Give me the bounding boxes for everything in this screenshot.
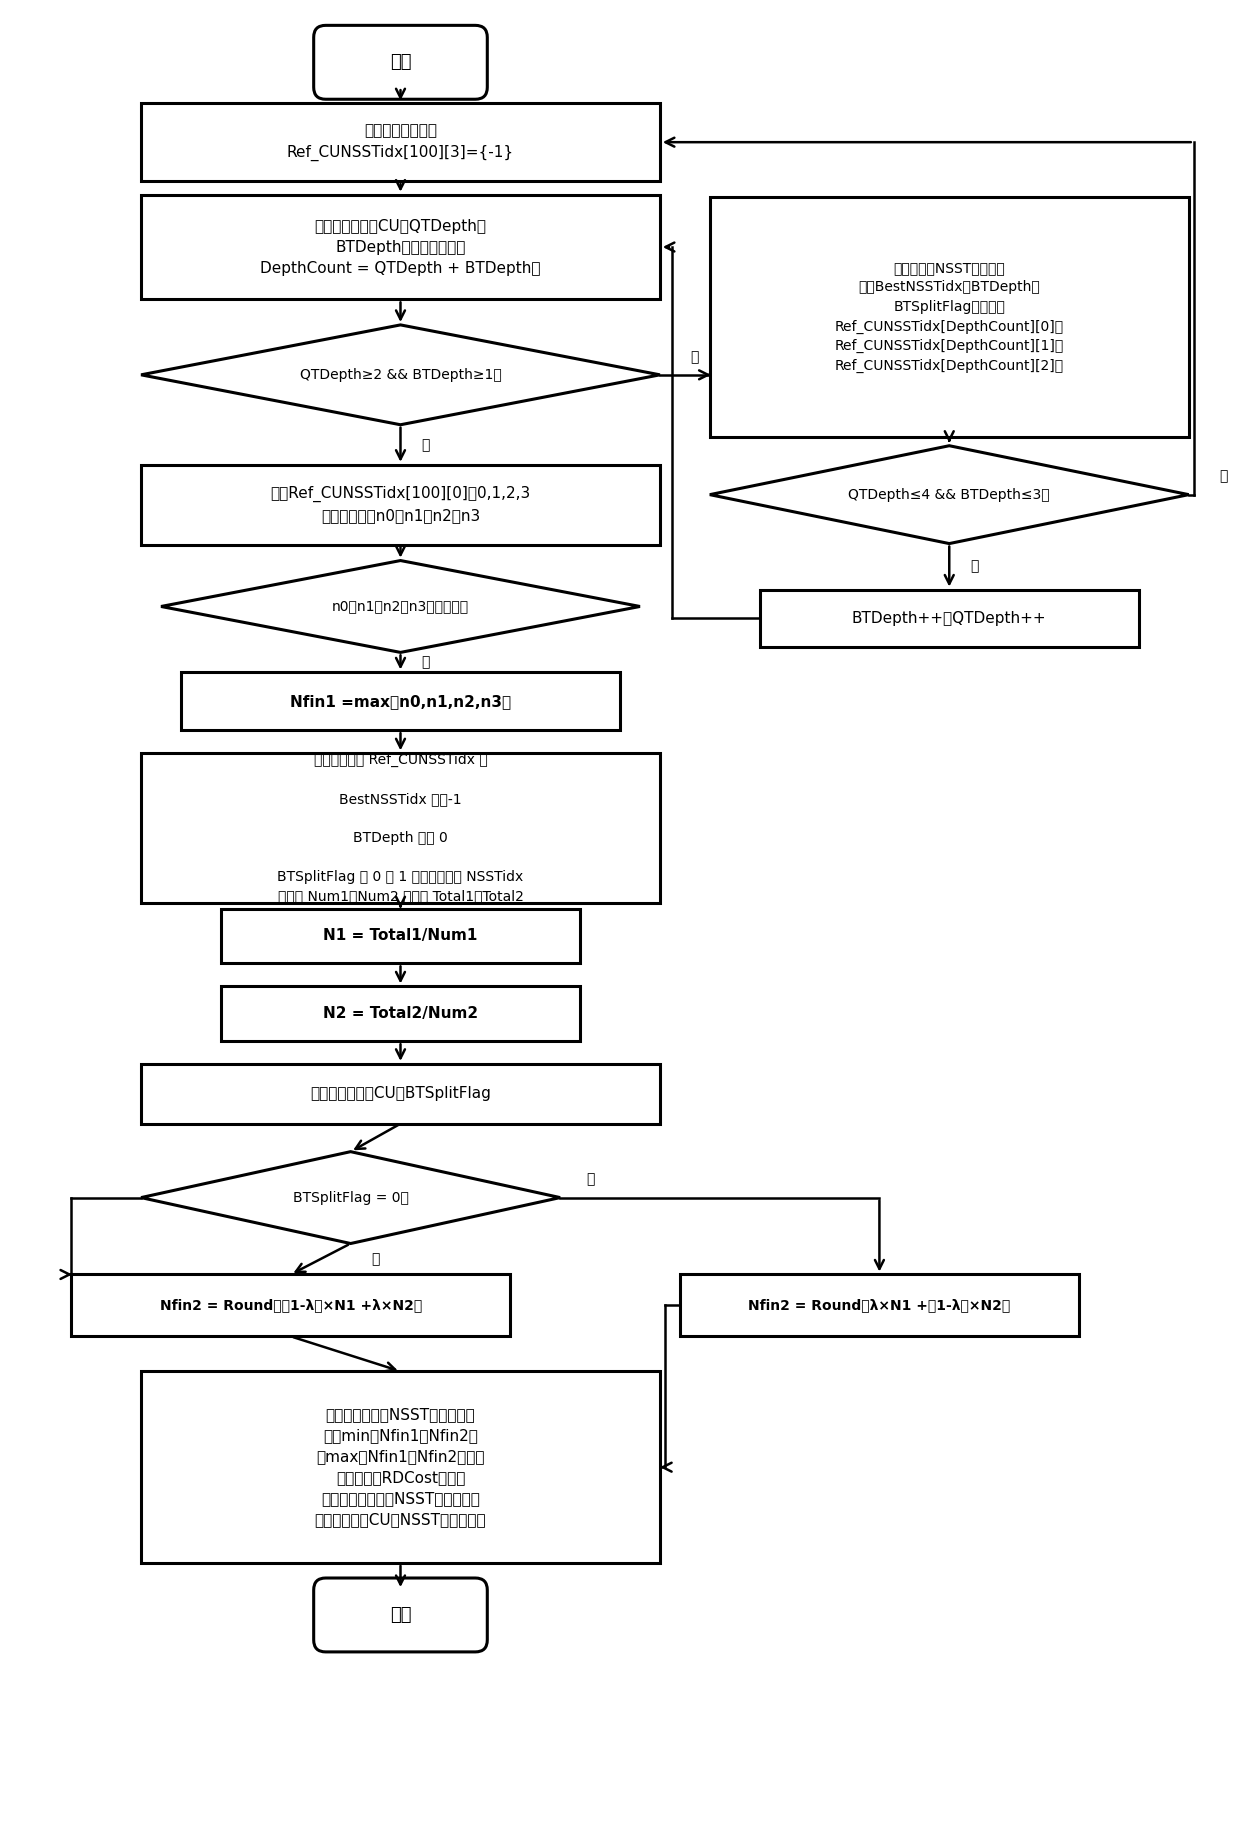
- Text: 是: 是: [422, 438, 429, 452]
- FancyBboxPatch shape: [181, 672, 620, 731]
- FancyBboxPatch shape: [314, 26, 487, 100]
- Text: BTSplitFlag = 0？: BTSplitFlag = 0？: [293, 1191, 408, 1205]
- Text: QTDepth≤4 && BTDepth≤3？: QTDepth≤4 && BTDepth≤3？: [848, 487, 1050, 502]
- Text: QTDepth≥2 && BTDepth≥1？: QTDepth≥2 && BTDepth≥1？: [300, 367, 501, 382]
- Text: Nfin2 = Round（λ×N1 +（1-λ）×N2）: Nfin2 = Round（λ×N1 +（1-λ）×N2）: [748, 1298, 1011, 1313]
- Text: 否: 否: [585, 1172, 594, 1187]
- FancyBboxPatch shape: [141, 1063, 660, 1124]
- FancyBboxPatch shape: [221, 986, 580, 1041]
- FancyBboxPatch shape: [221, 908, 580, 964]
- FancyBboxPatch shape: [141, 465, 660, 545]
- Text: 否: 否: [1219, 469, 1228, 484]
- FancyBboxPatch shape: [709, 198, 1189, 438]
- FancyBboxPatch shape: [141, 753, 660, 903]
- Text: 统计Ref_CUNSSTidx[100][0]中0,1,2,3
的个数分别为n0，n1，n2，n3: 统计Ref_CUNSSTidx[100][0]中0,1,2,3 的个数分别为n0…: [270, 485, 531, 522]
- Text: 获取当前深度下CU的QTDepth和
BTDepth，定义深度序号
DepthCount = QTDepth + BTDepth，: 获取当前深度下CU的QTDepth和 BTDepth，定义深度序号 DepthC…: [260, 218, 541, 275]
- Text: BTDepth++或QTDepth++: BTDepth++或QTDepth++: [852, 611, 1047, 626]
- Polygon shape: [141, 325, 660, 425]
- FancyBboxPatch shape: [314, 1578, 487, 1652]
- FancyBboxPatch shape: [760, 589, 1138, 648]
- Text: 获取当前深度下CU的BTSplitFlag: 获取当前深度下CU的BTSplitFlag: [310, 1085, 491, 1102]
- Text: 进行完整的NSST索引循环
获取BestNSSTidx、BTDepth、
BTSplitFlag依次存入
Ref_CUNSSTidx[DepthCount][0: 进行完整的NSST索引循环 获取BestNSSTidx、BTDepth、 BTS…: [835, 260, 1064, 373]
- Polygon shape: [709, 445, 1189, 543]
- Text: Nfin2 = Round（（1-λ）×N1 +λ×N2）: Nfin2 = Round（（1-λ）×N1 +λ×N2）: [160, 1298, 422, 1313]
- Text: 进入当前深度的NSST索引循环，
执行min（Nfin1，Nfin2）
和max（Nfin1，Nfin2）两个
索引値下的RDCost运算，
跳过其余索引値的N: 进入当前深度的NSST索引循环， 执行min（Nfin1，Nfin2） 和max…: [315, 1407, 486, 1527]
- FancyBboxPatch shape: [141, 194, 660, 299]
- Text: N1 = Total1/Num1: N1 = Total1/Num1: [324, 929, 477, 943]
- FancyBboxPatch shape: [680, 1274, 1079, 1337]
- Polygon shape: [161, 561, 640, 652]
- Text: 结束: 结束: [389, 1606, 412, 1624]
- Text: 定义并初始化数组
Ref_CUNSSTidx[100][3]={-1}: 定义并初始化数组 Ref_CUNSSTidx[100][3]={-1}: [286, 124, 515, 161]
- Text: n0、n1、n2、n3互不相等？: n0、n1、n2、n3互不相等？: [332, 600, 469, 613]
- Text: 是: 是: [970, 559, 978, 574]
- FancyBboxPatch shape: [141, 1372, 660, 1564]
- FancyBboxPatch shape: [71, 1274, 510, 1337]
- Text: N2 = Total2/Num2: N2 = Total2/Num2: [322, 1006, 479, 1021]
- FancyBboxPatch shape: [141, 103, 660, 181]
- Text: 开始: 开始: [389, 54, 412, 72]
- Polygon shape: [141, 1152, 560, 1244]
- Text: 否: 否: [691, 351, 699, 364]
- Text: Nfin1 =max（n0,n1,n2,n3）: Nfin1 =max（n0,n1,n2,n3）: [290, 694, 511, 709]
- Text: 分别统计数组 Ref_CUNSSTidx 中

BestNSSTidx 不为-1

BTDepth 不为 0

BTSplitFlag 为 0 和 1 所在行对: 分别统计数组 Ref_CUNSSTidx 中 BestNSSTidx 不为-1 …: [278, 753, 523, 903]
- Text: 是: 是: [422, 655, 429, 670]
- Text: 是: 是: [371, 1252, 379, 1266]
